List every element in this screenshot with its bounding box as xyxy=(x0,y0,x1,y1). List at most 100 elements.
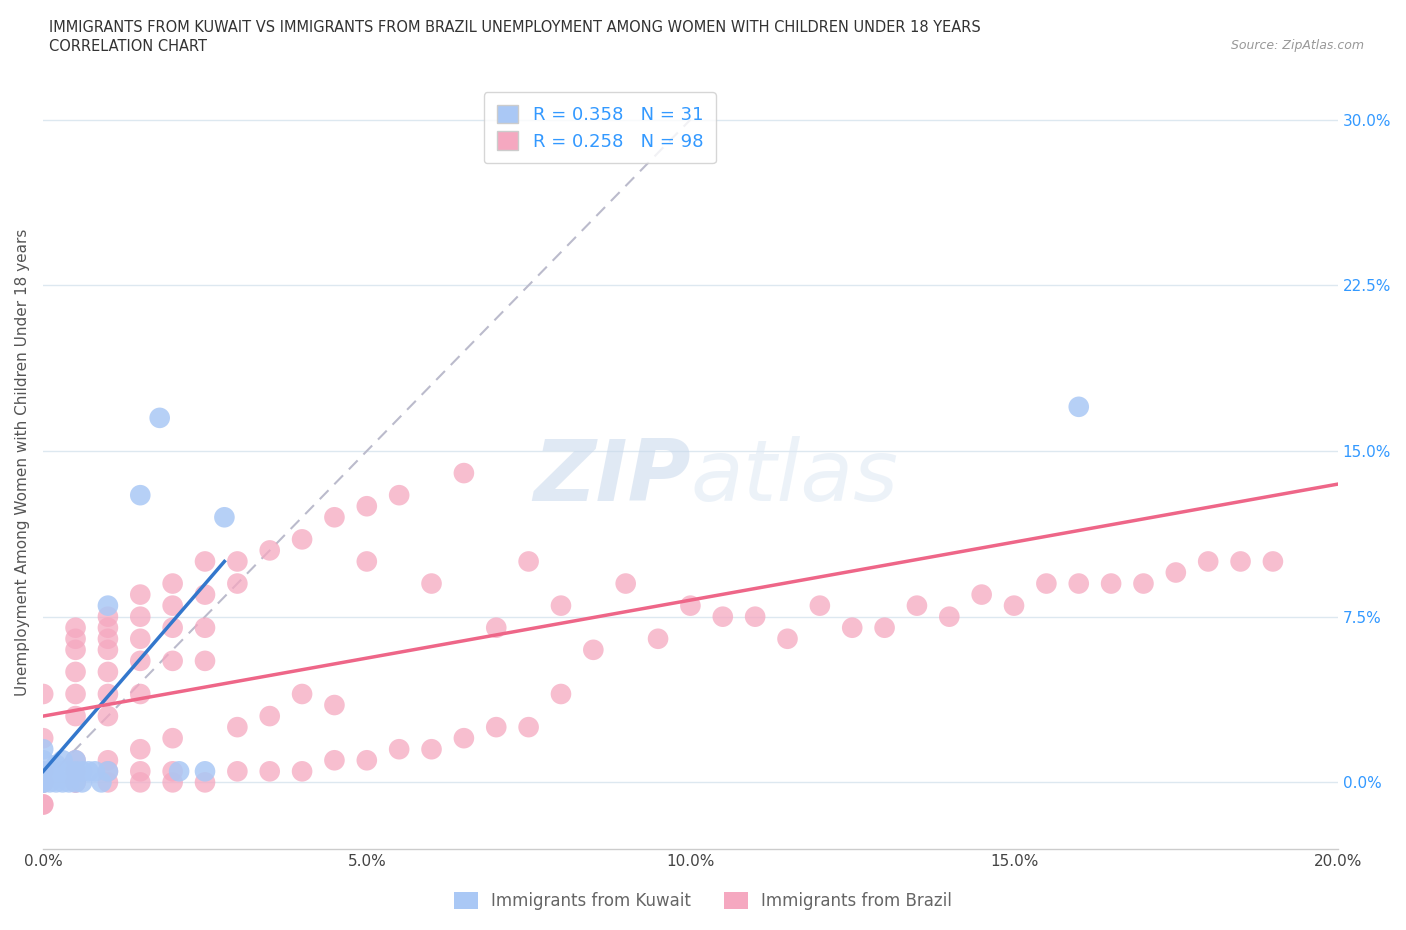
Point xyxy=(517,554,540,569)
Point xyxy=(32,686,55,701)
Point xyxy=(194,587,217,602)
Point xyxy=(356,498,378,513)
Point xyxy=(1164,565,1187,580)
Point xyxy=(58,764,80,778)
Point xyxy=(97,609,120,624)
Point xyxy=(97,686,120,701)
Point xyxy=(938,609,960,624)
Point xyxy=(32,775,55,790)
Point xyxy=(388,742,411,757)
Point xyxy=(259,709,281,724)
Point xyxy=(129,487,152,502)
Point xyxy=(226,576,249,591)
Point xyxy=(356,752,378,767)
Point xyxy=(32,797,55,812)
Point xyxy=(162,764,184,778)
Point xyxy=(194,775,217,790)
Point xyxy=(1035,576,1057,591)
Point xyxy=(167,764,190,778)
Point xyxy=(32,731,55,746)
Point xyxy=(162,731,184,746)
Point xyxy=(97,620,120,635)
Point xyxy=(647,631,669,646)
Point xyxy=(32,775,55,790)
Point xyxy=(32,764,55,778)
Text: ZIP: ZIP xyxy=(533,436,690,519)
Point xyxy=(1132,576,1154,591)
Point xyxy=(65,775,87,790)
Point xyxy=(65,775,87,790)
Point xyxy=(45,775,67,790)
Point xyxy=(32,742,55,757)
Point xyxy=(517,720,540,735)
Point xyxy=(453,731,475,746)
Point xyxy=(291,532,314,547)
Point xyxy=(776,631,799,646)
Point xyxy=(1261,554,1284,569)
Point xyxy=(32,775,55,790)
Point xyxy=(97,764,120,778)
Point xyxy=(1099,576,1122,591)
Point xyxy=(1229,554,1251,569)
Point xyxy=(905,598,928,613)
Point xyxy=(97,643,120,658)
Point xyxy=(162,576,184,591)
Point xyxy=(420,742,443,757)
Point xyxy=(808,598,831,613)
Point xyxy=(194,620,217,635)
Point xyxy=(323,510,346,525)
Point xyxy=(226,554,249,569)
Y-axis label: Unemployment Among Women with Children Under 18 years: Unemployment Among Women with Children U… xyxy=(15,229,30,696)
Point xyxy=(550,686,572,701)
Point xyxy=(485,620,508,635)
Point xyxy=(226,764,249,778)
Point xyxy=(711,609,734,624)
Point xyxy=(65,686,87,701)
Point xyxy=(129,775,152,790)
Point xyxy=(129,609,152,624)
Point xyxy=(162,654,184,669)
Point xyxy=(1067,576,1090,591)
Point xyxy=(65,752,87,767)
Point xyxy=(65,764,87,778)
Legend: Immigrants from Kuwait, Immigrants from Brazil: Immigrants from Kuwait, Immigrants from … xyxy=(447,885,959,917)
Point xyxy=(32,775,55,790)
Point xyxy=(388,487,411,502)
Point xyxy=(38,775,60,790)
Point xyxy=(97,598,120,613)
Point xyxy=(52,764,75,778)
Point xyxy=(38,764,60,778)
Point xyxy=(194,764,217,778)
Point xyxy=(291,686,314,701)
Point xyxy=(149,410,172,425)
Point xyxy=(32,775,55,790)
Point xyxy=(77,764,100,778)
Text: CORRELATION CHART: CORRELATION CHART xyxy=(49,39,207,54)
Text: IMMIGRANTS FROM KUWAIT VS IMMIGRANTS FROM BRAZIL UNEMPLOYMENT AMONG WOMEN WITH C: IMMIGRANTS FROM KUWAIT VS IMMIGRANTS FRO… xyxy=(49,20,981,35)
Text: Source: ZipAtlas.com: Source: ZipAtlas.com xyxy=(1230,39,1364,52)
Point xyxy=(214,510,236,525)
Point xyxy=(97,664,120,679)
Point xyxy=(323,698,346,712)
Point xyxy=(84,764,107,778)
Point xyxy=(97,752,120,767)
Text: atlas: atlas xyxy=(690,436,898,519)
Point xyxy=(129,631,152,646)
Point xyxy=(420,576,443,591)
Point xyxy=(259,764,281,778)
Point xyxy=(65,631,87,646)
Point xyxy=(453,466,475,481)
Point xyxy=(1067,399,1090,414)
Point xyxy=(970,587,993,602)
Point xyxy=(32,752,55,767)
Point xyxy=(32,797,55,812)
Point xyxy=(65,752,87,767)
Point xyxy=(129,742,152,757)
Point xyxy=(129,686,152,701)
Point xyxy=(1002,598,1025,613)
Point xyxy=(32,764,55,778)
Point xyxy=(65,764,87,778)
Point xyxy=(58,775,80,790)
Point xyxy=(97,764,120,778)
Point xyxy=(90,775,112,790)
